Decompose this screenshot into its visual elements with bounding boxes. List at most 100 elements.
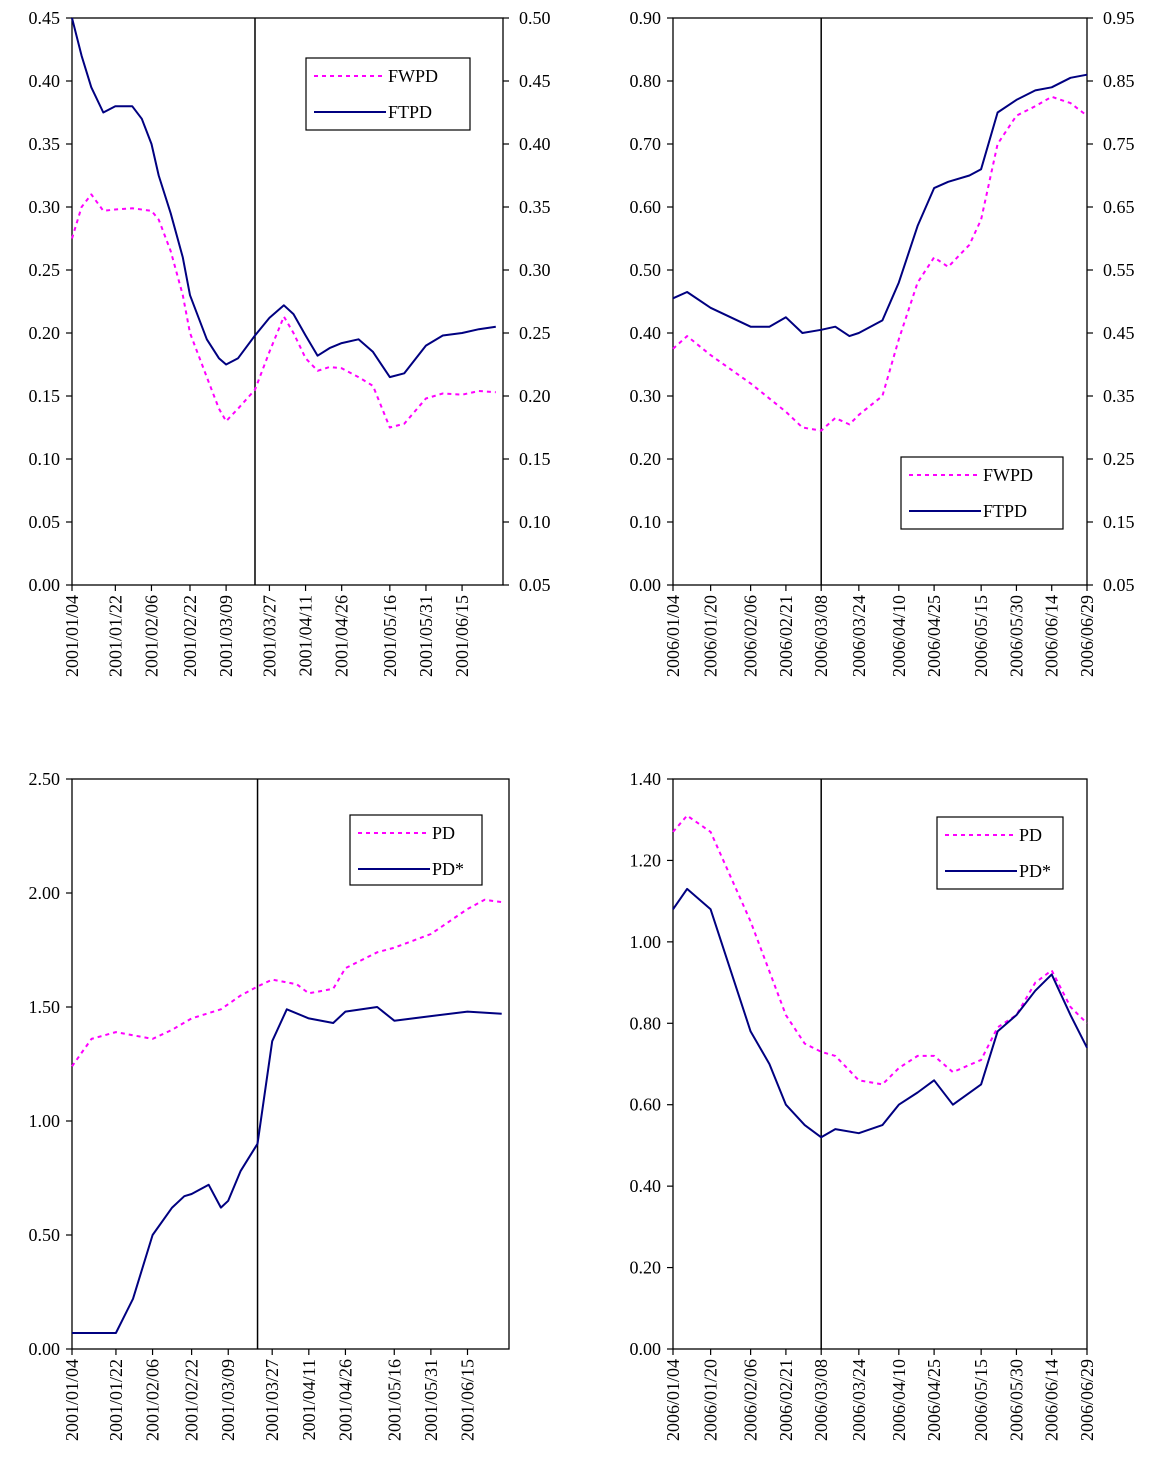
- series-line-pd-star: [672, 887, 1088, 1139]
- y-left-tick-label: 1.00: [630, 932, 662, 952]
- plot-frame: [672, 17, 1088, 586]
- y-left-tick-label: 1.40: [630, 769, 662, 789]
- x-tick-label: 2006/06/29: [1077, 595, 1097, 677]
- x-tick-label: 2001/02/22: [182, 1359, 202, 1441]
- x-tick-label: 2006/01/04: [663, 595, 683, 677]
- x-tick-label: 2001/01/22: [105, 595, 125, 677]
- y-right-tick-label: 0.35: [519, 197, 551, 217]
- y-left-tick-label: 0.30: [630, 386, 662, 406]
- x-tick-label: 2001/03/27: [259, 595, 279, 677]
- y-right-tick-label: 0.15: [519, 449, 551, 469]
- series-line-fwpd: [71, 193, 496, 429]
- x-tick-label: 2006/02/21: [776, 595, 796, 677]
- series-line-pd-star: [72, 1006, 502, 1334]
- y-left-tick-label: 0.25: [29, 260, 61, 280]
- plot-frame: [71, 778, 510, 1350]
- chart-panel-tr: 0.00 0.10 0.20 0.30 0.40 0.50 0.60 0.70 0.80 0.90…: [630, 8, 1135, 677]
- y-left-tick-label: 2.50: [29, 769, 61, 789]
- x-tick-label: 2006/04/10: [889, 1359, 909, 1441]
- x-tick-label: 2006/03/08: [811, 595, 831, 677]
- legend-label: FTPD: [983, 501, 1027, 521]
- x-tick-label: 2001/03/27: [262, 1359, 282, 1441]
- y-left-tick-label: 0.90: [630, 8, 662, 28]
- x-tick-label: 2006/03/24: [849, 595, 869, 677]
- plot-frame: [672, 778, 1088, 1350]
- y-left-tick-label: 0.00: [630, 575, 662, 595]
- y-right-tick-label: 0.05: [1103, 575, 1135, 595]
- series-line-ftpd: [71, 17, 496, 379]
- legend-label: FWPD: [983, 465, 1033, 485]
- y-right-tick-label: 0.25: [1103, 449, 1135, 469]
- series-line-fwpd: [672, 95, 1088, 432]
- y-left-tick-label: 1.50: [29, 997, 61, 1017]
- x-tick-label: 2001/04/11: [299, 1359, 319, 1440]
- legend-box: [900, 456, 1064, 530]
- y-left-tick-label: 0.10: [29, 449, 61, 469]
- series-line-ftpd: [672, 73, 1088, 338]
- y-left-tick-label: 0.30: [29, 197, 61, 217]
- x-tick-label: 2006/03/24: [849, 1359, 869, 1441]
- x-tick-label: 2006/02/06: [741, 595, 761, 677]
- x-tick-label: 2001/06/15: [452, 595, 472, 677]
- x-tick-label: 2001/03/09: [216, 595, 236, 677]
- y-right-tick-label: 0.35: [1103, 386, 1135, 406]
- y-left-tick-label: 0.70: [630, 134, 662, 154]
- x-tick-label: 2006/05/15: [971, 1359, 991, 1441]
- x-tick-label: 2006/06/14: [1042, 595, 1062, 677]
- x-tick-label: 2001/02/06: [143, 1359, 163, 1441]
- y-left-tick-label: 0.00: [630, 1339, 662, 1359]
- y-right-tick-label: 0.15: [1103, 512, 1135, 532]
- y-left-tick-label: 1.00: [29, 1111, 61, 1131]
- y-left-tick-label: 0.00: [29, 575, 61, 595]
- x-tick-label: 2006/02/06: [741, 1359, 761, 1441]
- legend-label: FWPD: [388, 66, 438, 86]
- x-tick-label: 2001/05/16: [380, 595, 400, 677]
- y-left-tick-label: 0.80: [630, 1013, 662, 1033]
- x-tick-label: 2001/02/06: [141, 595, 161, 677]
- x-tick-label: 2006/06/14: [1042, 1359, 1062, 1441]
- y-left-tick-label: 0.20: [29, 323, 61, 343]
- y-right-tick-label: 0.20: [519, 386, 551, 406]
- y-left-tick-label: 2.00: [29, 883, 61, 903]
- x-tick-label: 2006/01/20: [701, 1359, 721, 1441]
- x-tick-label: 2001/04/26: [335, 1359, 355, 1441]
- x-tick-label: 2006/01/04: [663, 1359, 683, 1441]
- y-left-tick-label: 0.10: [630, 512, 662, 532]
- x-tick-label: 2001/04/11: [296, 595, 316, 676]
- legend-label: PD: [1019, 825, 1042, 845]
- y-right-tick-label: 0.40: [519, 134, 551, 154]
- y-right-tick-label: 0.85: [1103, 71, 1135, 91]
- x-tick-label: 2006/06/29: [1077, 1359, 1097, 1441]
- legend-label: PD*: [432, 859, 464, 879]
- x-tick-label: 2006/03/08: [811, 1359, 831, 1441]
- y-left-tick-label: 0.80: [630, 71, 662, 91]
- x-tick-label: 2006/04/25: [924, 1359, 944, 1441]
- y-right-tick-label: 0.50: [519, 8, 551, 28]
- y-left-tick-label: 0.40: [630, 323, 662, 343]
- y-left-tick-label: 0.20: [630, 449, 662, 469]
- y-right-tick-label: 0.10: [519, 512, 551, 532]
- y-right-tick-label: 0.95: [1103, 8, 1135, 28]
- y-left-tick-label: 0.60: [630, 1095, 662, 1115]
- y-left-tick-label: 0.50: [630, 260, 662, 280]
- x-tick-label: 2006/04/25: [924, 595, 944, 677]
- x-tick-label: 2006/01/20: [701, 595, 721, 677]
- x-tick-label: 2001/05/31: [416, 595, 436, 677]
- legend-box: [349, 814, 483, 886]
- y-left-tick-label: 0.35: [29, 134, 61, 154]
- y-right-tick-label: 0.30: [519, 260, 551, 280]
- legend-label: PD*: [1019, 861, 1051, 881]
- y-left-tick-label: 1.20: [630, 850, 662, 870]
- chart-panel-br: 0.00 0.20 0.40 0.60 0.80 1.00 1.20 1.40 2006/01/…: [630, 769, 1098, 1441]
- y-left-tick-label: 0.00: [29, 1339, 61, 1359]
- x-tick-label: 2001/01/04: [62, 1359, 82, 1441]
- y-left-tick-label: 0.20: [630, 1258, 662, 1278]
- y-left-tick-label: 0.50: [29, 1225, 61, 1245]
- x-tick-label: 2006/02/21: [776, 1359, 796, 1441]
- x-tick-label: 2006/05/15: [971, 595, 991, 677]
- x-tick-label: 2001/05/16: [384, 1359, 404, 1441]
- x-tick-label: 2006/05/30: [1006, 1359, 1026, 1441]
- x-tick-label: 2001/01/22: [106, 1359, 126, 1441]
- x-tick-label: 2001/04/26: [332, 595, 352, 677]
